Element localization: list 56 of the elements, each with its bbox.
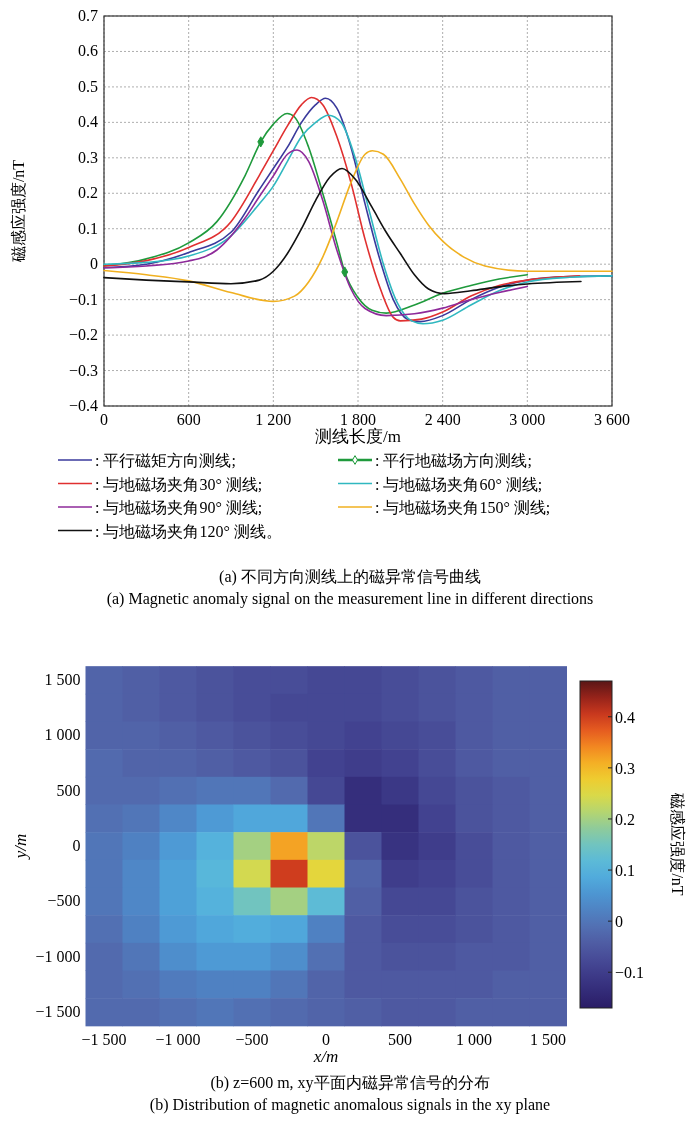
y-tick-label: −1 500: [35, 1003, 81, 1020]
x-tick-label: 1 800: [340, 411, 376, 428]
y-tick-label: −500: [47, 892, 81, 910]
y-tick-label: 1 500: [44, 671, 81, 688]
y-axis-title: 磁感应强度/nT: [10, 159, 27, 264]
y-tick-label: −0.4: [68, 397, 98, 414]
x-tick-label: 2 400: [424, 411, 461, 428]
x-tick-label: 1 000: [456, 1030, 492, 1048]
x-axis-title: x/m: [312, 1047, 339, 1066]
color-bar-label: 0.4: [615, 708, 635, 726]
color-bar-title: 磁感应强度/nT: [669, 792, 686, 896]
legend-label: : 平行地磁场方向测线;: [375, 452, 532, 469]
y-tick-label: 500: [56, 781, 81, 799]
line-series: [103, 167, 582, 295]
x-tick-label: −1 000: [155, 1030, 201, 1048]
line-series: [103, 149, 529, 317]
color-bar-label: −0.1: [615, 964, 645, 982]
color-bar-label: 0.1: [615, 862, 635, 880]
y-tick-label: 0: [90, 255, 98, 273]
legend-label: : 平行磁矩方向测线;: [95, 452, 236, 469]
y-tick-label: −1 000: [35, 947, 81, 965]
y-tick-label: 0.5: [78, 77, 98, 95]
text: (b) Distribution of magnetic anomalous signals in the xy plane: [149, 1096, 551, 1114]
y-tick-label: −0.1: [68, 290, 98, 308]
x-tick-label: 1 200: [255, 411, 292, 428]
x-tick-label: 0: [322, 1030, 330, 1048]
y-axis-title: y/m: [11, 833, 30, 861]
x-tick-label: 600: [176, 411, 201, 428]
y-tick-label: 0.3: [78, 148, 98, 166]
text: (a) 不同方向测线上的磁异常信号曲线: [219, 568, 481, 586]
legend-label: : 与地磁场夹角150° 测线;: [375, 499, 551, 516]
line-series: [103, 149, 613, 303]
color-bar-label: 0.2: [615, 810, 635, 828]
y-tick-label: 0.1: [78, 219, 98, 237]
legend-label: : 与地磁场夹角30° 测线;: [95, 475, 263, 493]
x-axis-title: 测线长度/m: [315, 427, 401, 446]
color-bar-label: 0: [615, 913, 623, 931]
y-tick-label: 0.7: [78, 7, 98, 24]
y-tick-label: 0: [72, 837, 81, 854]
x-tick-label: −500: [235, 1030, 269, 1048]
y-tick-label: 0.4: [78, 113, 98, 131]
x-tick-label: 3 600: [594, 411, 630, 428]
y-tick-label: 0.6: [78, 42, 98, 60]
legend-label: : 与地磁场夹角120° 测线。: [95, 522, 282, 540]
y-tick-label: 0.2: [78, 184, 98, 202]
x-tick-label: 3 000: [509, 411, 546, 428]
x-tick-label: 500: [388, 1030, 412, 1048]
text: (b) z=600 m, xy平面内磁异常信号的分布: [210, 1074, 490, 1092]
text: (a) Magnetic anomaly signal on the measurement line in different directions: [106, 590, 594, 608]
y-tick-label: −0.2: [68, 326, 98, 344]
legend-label: : 与地磁场夹角90° 测线;: [95, 499, 263, 516]
x-tick-label: 1 500: [530, 1030, 566, 1048]
y-tick-label: 1 000: [44, 726, 81, 744]
y-tick-label: −0.3: [68, 361, 98, 379]
legend-label: : 与地磁场夹角60° 测线;: [375, 475, 543, 493]
color-bar-label: 0.3: [615, 759, 635, 777]
